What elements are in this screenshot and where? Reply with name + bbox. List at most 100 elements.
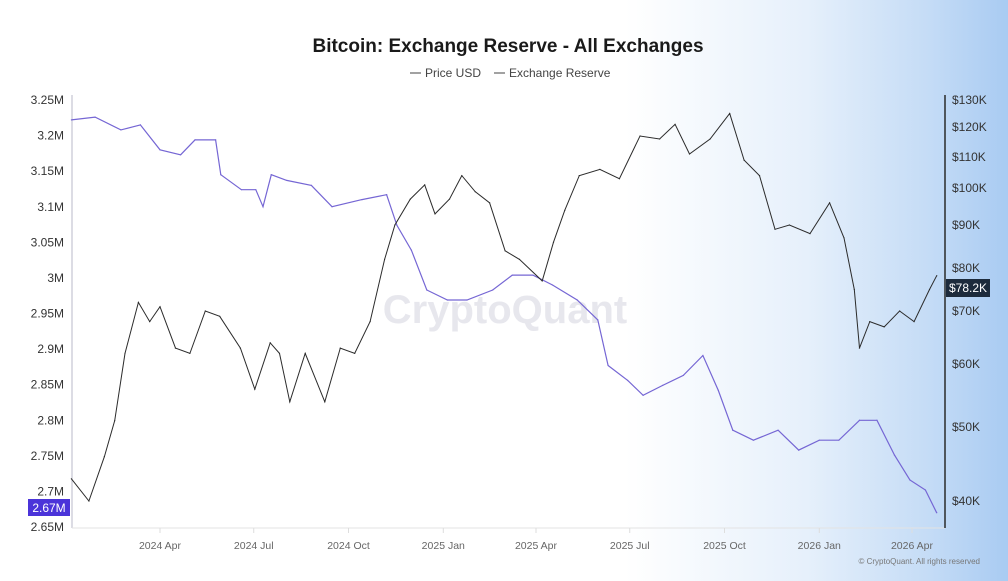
price-point bbox=[518, 258, 521, 260]
left-tick-label: 3.15M bbox=[31, 164, 64, 178]
reserve-point bbox=[798, 449, 800, 451]
price-point bbox=[354, 352, 356, 354]
reserve-point bbox=[777, 429, 779, 431]
price-point bbox=[858, 347, 861, 349]
left-tick-label: 2.7M bbox=[37, 484, 64, 498]
reserve-point bbox=[255, 189, 257, 191]
x-tick-label: 2026 Jan bbox=[798, 540, 841, 552]
price-point bbox=[552, 241, 555, 243]
left-tick-label: 3.25M bbox=[31, 93, 64, 107]
price-point bbox=[709, 138, 711, 140]
reserve-point bbox=[642, 394, 644, 396]
right-tick-label: $70K bbox=[952, 304, 980, 318]
price-point bbox=[578, 175, 580, 177]
price-point bbox=[174, 347, 177, 349]
price-point bbox=[809, 233, 811, 235]
right-tick-label: $40K bbox=[952, 494, 980, 508]
price-point bbox=[204, 310, 206, 312]
price-point bbox=[88, 500, 90, 502]
price-point bbox=[103, 456, 105, 458]
price-point bbox=[409, 198, 411, 200]
price-point bbox=[936, 275, 938, 277]
price-point bbox=[774, 228, 776, 230]
reserve-point bbox=[702, 354, 704, 357]
price-point bbox=[189, 352, 191, 354]
reserve-point bbox=[936, 512, 938, 514]
price-point bbox=[383, 258, 386, 260]
left-tick-label: 2.9M bbox=[37, 342, 64, 356]
price-point bbox=[159, 306, 161, 308]
reserve-point bbox=[551, 284, 554, 286]
price-point bbox=[618, 178, 621, 180]
reserve-point bbox=[627, 379, 629, 381]
reserve-point bbox=[331, 206, 333, 208]
price-current-badge: $78.2K bbox=[946, 279, 990, 297]
chart-title: Bitcoin: Exchange Reserve - All Exchange… bbox=[312, 36, 703, 57]
reserve-point bbox=[159, 149, 161, 151]
x-tick-label: 2024 Oct bbox=[327, 540, 370, 552]
x-tick-label: 2024 Jul bbox=[234, 540, 274, 552]
watermark: CryptoQuant bbox=[383, 288, 627, 332]
reserve-point bbox=[180, 154, 182, 156]
price-point bbox=[339, 347, 341, 349]
price-point bbox=[394, 224, 396, 226]
right-tick-label: $60K bbox=[952, 357, 980, 371]
reserve-point bbox=[220, 174, 222, 176]
price-point bbox=[239, 347, 241, 349]
reserve-point bbox=[717, 389, 719, 391]
reserve-point bbox=[120, 129, 122, 131]
left-tick-label: 2.85M bbox=[31, 378, 64, 392]
reserve-point bbox=[732, 429, 734, 431]
reserve-point bbox=[858, 419, 861, 421]
right-tick-label: $80K bbox=[952, 261, 980, 275]
reserve-point bbox=[194, 139, 196, 141]
left-tick-label: 3.05M bbox=[31, 235, 64, 249]
price-point bbox=[564, 209, 566, 211]
price-point bbox=[124, 352, 126, 354]
price-point bbox=[461, 175, 463, 177]
legend-reserve[interactable]: Exchange Reserve bbox=[509, 66, 611, 80]
reserve-point bbox=[139, 124, 142, 126]
right-tick-label: $110K bbox=[952, 150, 986, 164]
price-point bbox=[843, 237, 845, 239]
price-point bbox=[688, 153, 691, 155]
price-point bbox=[674, 123, 676, 125]
series-exchange-reserve-line bbox=[71, 116, 938, 514]
reserve-point bbox=[426, 289, 428, 291]
price-point bbox=[304, 352, 306, 354]
reserve-point bbox=[386, 194, 388, 196]
price-point bbox=[743, 159, 745, 161]
x-tick-label: 2025 Jan bbox=[422, 540, 465, 552]
price-point bbox=[504, 250, 506, 252]
reserve-point bbox=[838, 439, 840, 441]
reserve-point bbox=[215, 139, 217, 141]
left-tick-label: 3.2M bbox=[37, 129, 64, 143]
reserve-point bbox=[361, 199, 363, 201]
reserve-point bbox=[466, 299, 468, 301]
right-tick-label: $120K bbox=[952, 120, 987, 134]
price-point bbox=[434, 213, 436, 215]
reserve-point bbox=[607, 364, 609, 367]
reserve-point bbox=[576, 299, 578, 301]
reserve-point bbox=[94, 116, 96, 118]
price-point bbox=[219, 315, 221, 317]
reserve-point bbox=[893, 454, 896, 456]
price-point bbox=[324, 401, 326, 403]
price-point bbox=[869, 321, 871, 323]
legend-price[interactable]: Price USD bbox=[425, 66, 481, 80]
left-tick-label: 3M bbox=[47, 271, 64, 285]
price-point bbox=[137, 301, 139, 303]
right-tick-label: $130K bbox=[952, 93, 987, 107]
price-point bbox=[853, 288, 855, 291]
price-point bbox=[70, 478, 73, 480]
x-tick-label: 2025 Oct bbox=[703, 540, 746, 552]
price-point bbox=[269, 342, 271, 344]
price-point bbox=[883, 326, 885, 328]
price-point bbox=[928, 288, 931, 291]
price-point bbox=[289, 401, 291, 403]
reserve-point bbox=[752, 439, 754, 441]
reserve-current-badge: 2.67M bbox=[28, 499, 70, 516]
x-tick-label: 2024 Apr bbox=[139, 540, 182, 552]
right-tick-label: $90K bbox=[952, 218, 980, 232]
